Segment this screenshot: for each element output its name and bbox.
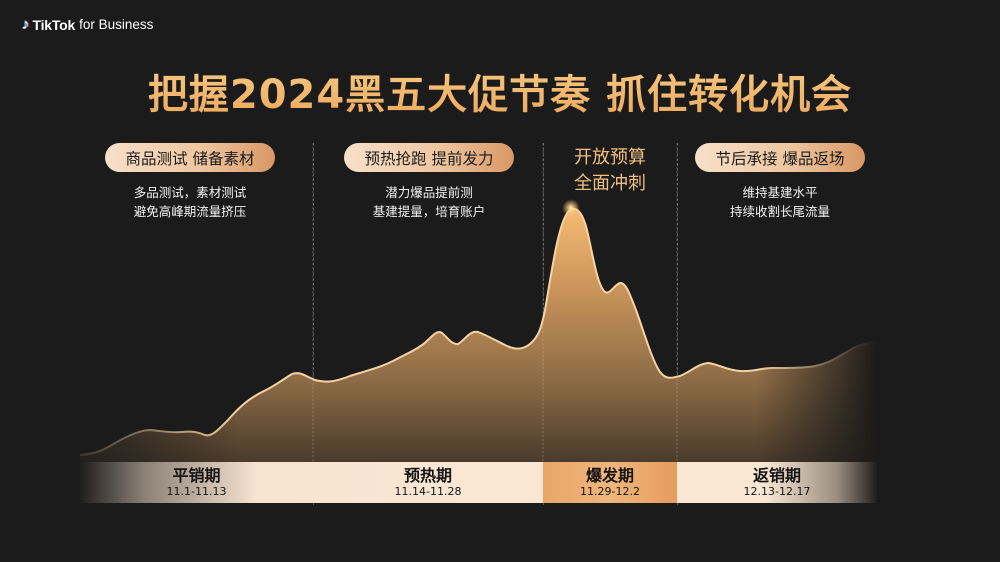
traffic-curve-line — [79, 208, 878, 456]
peak-glow-icon — [562, 199, 580, 217]
logo-sub-text: for Business — [79, 17, 154, 32]
desc-line: 基建提量，培育账户 — [372, 204, 486, 219]
desc-line: 持续收割长尾流量 — [729, 204, 830, 219]
stage-date: 11.1-11.13 — [166, 485, 227, 498]
stage-return: 返销期 12.13-12.17 — [677, 462, 877, 503]
traffic-area-fill — [80, 209, 877, 462]
phase-divider-1 — [313, 143, 314, 505]
stage-name: 平销期 — [172, 466, 221, 485]
stage-burst: 爆发期 11.29-12.2 — [543, 462, 677, 503]
stage-name: 爆发期 — [585, 466, 634, 485]
desc-line: 多品测试，素材测试 — [133, 185, 247, 200]
phase-divider-3 — [677, 143, 678, 505]
phase-pill-warmup: 预热抢跑 提前发力 — [344, 143, 514, 172]
stage-name: 预热期 — [403, 466, 452, 485]
timeline-band — [80, 462, 877, 503]
desc-line: 维持基建水平 — [742, 185, 818, 200]
tiktok-for-business-logo: ♪ TikTok for Business — [22, 16, 153, 33]
stage-name: 返销期 — [752, 466, 801, 485]
stage-normal: 平销期 11.1-11.13 — [80, 462, 313, 503]
page-title: 把握2024黑五大促节奏 抓住转化机会 — [0, 62, 1000, 120]
stage-warmup: 预热期 11.14-11.28 — [313, 462, 543, 503]
logo-brand-text: TikTok — [32, 16, 76, 33]
phase-desc-after: 维持基建水平 持续收割长尾流量 — [690, 183, 870, 221]
timeline-band-burst — [543, 462, 677, 503]
burst-line: 开放预算 — [574, 147, 646, 168]
desc-line: 避免高峰期流量挤压 — [133, 204, 247, 219]
tiktok-note-icon: ♪ — [22, 16, 30, 33]
burst-line: 全面冲刺 — [574, 173, 646, 194]
burst-headline: 开放预算 全面冲刺 — [543, 145, 677, 197]
phase-pill-after: 节后承接 爆品返场 — [695, 143, 865, 172]
phase-desc-warmup: 潜力爆品提前测 基建提量，培育账户 — [339, 183, 519, 221]
phase-desc-test: 多品测试，素材测试 避免高峰期流量挤压 — [100, 183, 280, 221]
phase-pill-test: 商品测试 储备素材 — [105, 143, 275, 172]
stage-date: 12.13-12.17 — [743, 485, 811, 498]
desc-line: 潜力爆品提前测 — [385, 185, 473, 200]
stage-date: 11.14-11.28 — [394, 485, 462, 498]
stage-date: 11.29-12.2 — [580, 485, 640, 498]
